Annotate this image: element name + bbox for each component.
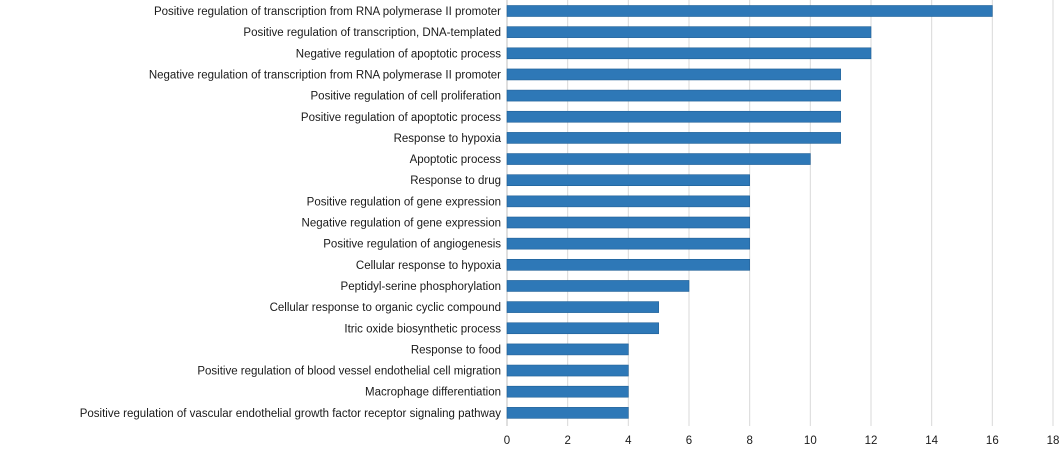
bar xyxy=(506,110,841,123)
bar xyxy=(506,322,659,335)
category-label: Positive regulation of apoptotic process xyxy=(301,112,501,124)
x-tick-label: 0 xyxy=(504,435,510,447)
category-label: Negative regulation of gene expression xyxy=(302,218,501,230)
category-label: Peptidyl-serine phosphorylation xyxy=(341,281,501,293)
category-label: Positive regulation of gene expression xyxy=(307,196,501,208)
category-label: Positive regulation of cell proliferatio… xyxy=(311,91,502,103)
category-label: Macrophage differentiation xyxy=(365,387,501,399)
category-label: Itric oxide biosynthetic process xyxy=(344,323,501,335)
category-label: Response to hypoxia xyxy=(394,133,502,145)
bar xyxy=(506,301,659,313)
bar xyxy=(506,26,872,38)
gridlines xyxy=(506,0,1054,426)
category-label: Response to food xyxy=(411,344,501,356)
bar xyxy=(506,5,993,17)
x-tick-label: 2 xyxy=(564,435,570,447)
category-label: Positive regulation of transcription fro… xyxy=(154,6,501,18)
category-label: Cellular response to organic cyclic comp… xyxy=(270,302,501,314)
x-tick-label: 4 xyxy=(625,435,632,447)
bar xyxy=(506,343,629,356)
bar xyxy=(506,132,841,144)
category-label: Positive regulation of transcription, DN… xyxy=(243,27,501,39)
x-tick-label: 16 xyxy=(986,435,999,447)
bar xyxy=(506,364,629,377)
bar xyxy=(506,385,629,398)
bar xyxy=(506,174,750,186)
bar xyxy=(506,258,750,271)
category-label: Cellular response to hypoxia xyxy=(356,260,502,272)
category-label: Apoptotic process xyxy=(410,154,502,166)
category-label: Positive regulation of vascular endothel… xyxy=(80,408,502,420)
x-tick-label: 12 xyxy=(865,435,878,447)
category-label: Positive regulation of angiogenesis xyxy=(323,239,501,251)
x-tick-label: 6 xyxy=(686,435,692,447)
bars xyxy=(506,5,993,419)
bar xyxy=(506,153,811,165)
category-label: Negative regulation of apoptotic process xyxy=(296,48,501,60)
category-labels: Positive regulation of transcription fro… xyxy=(80,6,502,420)
category-label: Negative regulation of transcription fro… xyxy=(149,69,501,81)
x-tick-label: 10 xyxy=(804,435,817,447)
x-tick-label: 18 xyxy=(1047,435,1060,447)
bar xyxy=(506,89,841,102)
bar xyxy=(506,195,750,208)
x-tick-label: 8 xyxy=(746,435,752,447)
bar xyxy=(506,280,690,292)
bar xyxy=(506,216,750,229)
bar xyxy=(506,68,841,81)
category-label: Positive regulation of blood vessel endo… xyxy=(197,366,501,378)
x-axis-ticks: 0 2 4 6 8 10 12 14 16 18 xyxy=(504,435,1060,447)
bar xyxy=(506,47,872,60)
bar xyxy=(506,407,629,419)
bar xyxy=(506,237,750,250)
x-tick-label: 14 xyxy=(925,435,938,447)
category-label: Response to drug xyxy=(410,175,501,187)
